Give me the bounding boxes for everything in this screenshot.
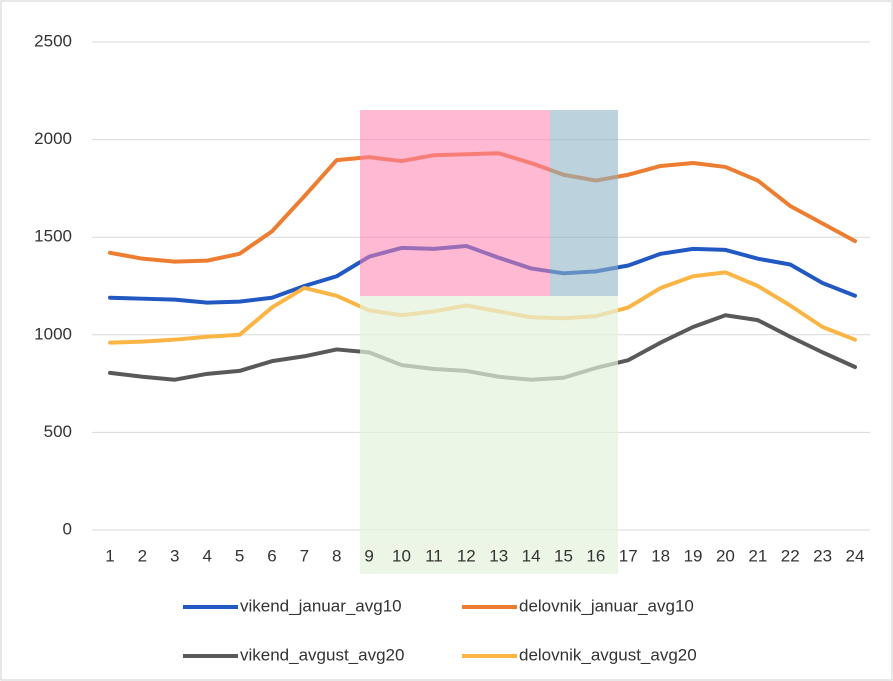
highlight-pink	[360, 110, 550, 296]
x-tick-label: 14	[522, 546, 541, 565]
legend-label: vikend_januar_avg10	[240, 596, 402, 615]
legend-label: delovnik_avgust_avg20	[519, 645, 697, 664]
x-tick-label: 1	[105, 546, 114, 565]
highlight-green	[360, 296, 618, 574]
x-tick-label: 12	[457, 546, 476, 565]
x-tick-label: 2	[138, 546, 147, 565]
x-tick-label: 23	[813, 546, 832, 565]
x-tick-label: 20	[716, 546, 735, 565]
x-tick-label: 4	[202, 546, 211, 565]
x-tick-label: 6	[267, 546, 276, 565]
x-tick-label: 5	[235, 546, 244, 565]
y-tick-label: 1500	[34, 227, 72, 246]
highlight-regions	[360, 110, 618, 574]
x-tick-label: 19	[684, 546, 703, 565]
y-tick-label: 1000	[34, 324, 72, 343]
x-tick-label: 10	[392, 546, 411, 565]
x-tick-label: 18	[651, 546, 670, 565]
x-tick-label: 17	[619, 546, 638, 565]
x-tick-label: 13	[489, 546, 508, 565]
x-tick-label: 22	[781, 546, 800, 565]
y-tick-label: 500	[44, 422, 72, 441]
x-tick-label: 21	[748, 546, 767, 565]
x-tick-label: 9	[364, 546, 373, 565]
x-tick-label: 8	[332, 546, 341, 565]
x-tick-label: 15	[554, 546, 573, 565]
legend-label: delovnik_januar_avg10	[519, 596, 694, 615]
x-tick-label: 7	[300, 546, 309, 565]
y-tick-label: 2500	[34, 31, 72, 50]
y-tick-label: 0	[63, 519, 72, 538]
x-tick-label: 3	[170, 546, 179, 565]
y-tick-label: 2000	[34, 129, 72, 148]
highlight-blue	[550, 110, 618, 296]
x-tick-label: 16	[586, 546, 605, 565]
x-tick-label: 24	[846, 546, 865, 565]
x-tick-label: 11	[425, 546, 443, 565]
legend-label: vikend_avgust_avg20	[240, 645, 404, 664]
